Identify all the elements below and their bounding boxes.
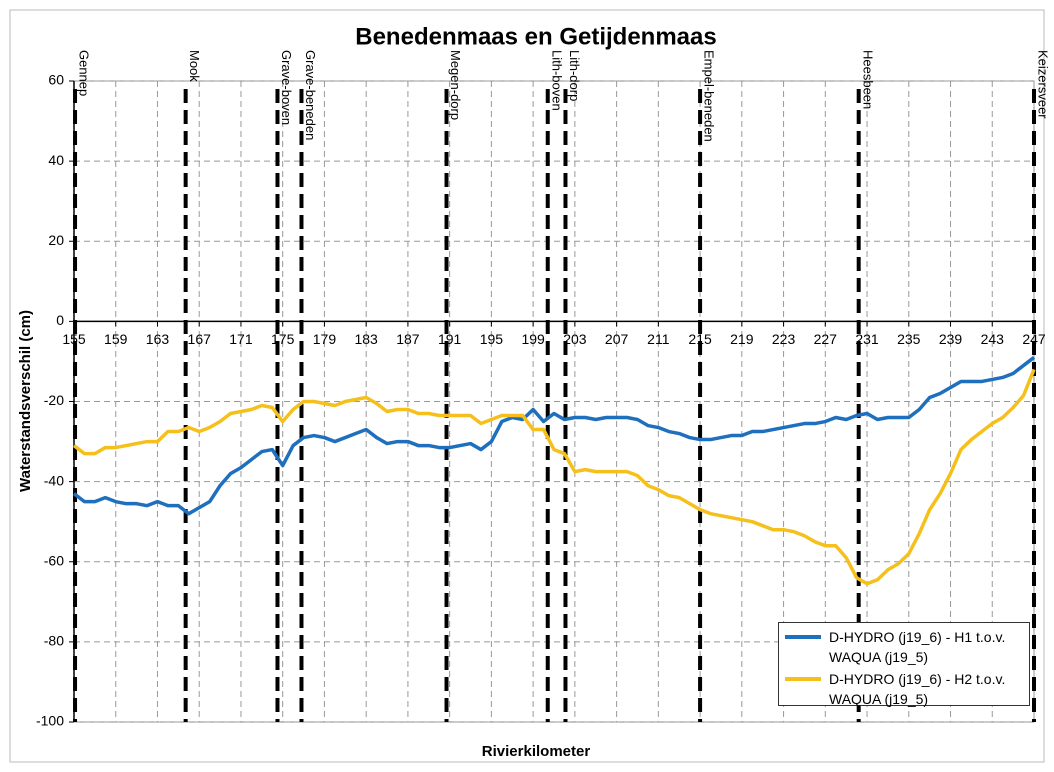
y-tick-label: -20 (44, 392, 64, 408)
y-tick-label: -40 (44, 472, 64, 488)
location-label: Mook (187, 50, 202, 82)
location-label: Grave-beneden (303, 50, 318, 140)
x-tick-label: 211 (647, 331, 670, 347)
y-tick-label: 60 (48, 72, 64, 88)
x-tick-label: 191 (438, 331, 462, 347)
location-label: Grave-boven (279, 50, 294, 125)
location-label: Lith-dorp (567, 50, 582, 101)
x-tick-label: 167 (188, 331, 212, 347)
location-label: Megen-dorp (448, 50, 463, 120)
x-tick-label: 235 (897, 331, 921, 347)
y-tick-label: 0 (56, 312, 64, 328)
x-tick-label: 163 (146, 331, 170, 347)
location-label: Lith-boven (549, 50, 564, 111)
legend-swatch (785, 635, 821, 639)
legend: D-HYDRO (j19_6) - H1 t.o.v. WAQUA (j19_5… (778, 622, 1030, 709)
x-tick-label: 223 (772, 331, 796, 347)
legend-swatch (785, 677, 821, 681)
x-tick-label: 247 (1022, 331, 1046, 347)
chart-title: Benedenmaas en Getijdenmaas (355, 23, 716, 50)
x-tick-label: 179 (313, 331, 337, 347)
location-label: Heesbeen (860, 50, 875, 109)
x-tick-label: 219 (730, 331, 754, 347)
x-tick-label: 239 (939, 331, 963, 347)
x-tick-label: 171 (229, 331, 253, 347)
x-tick-label: 227 (814, 331, 838, 347)
location-label: Keizersveer (1036, 50, 1051, 119)
location-label: Empel-beneden (702, 50, 717, 142)
x-tick-label: 187 (396, 331, 420, 347)
legend-item: D-HYDRO (j19_6) - H1 t.o.v. WAQUA (j19_5… (785, 627, 1023, 667)
x-tick-label: 231 (855, 331, 879, 347)
x-axis-label: Rivierkilometer (482, 743, 591, 760)
legend-item: D-HYDRO (j19_6) - H2 t.o.v. WAQUA (j19_5… (785, 669, 1023, 709)
series-line (72, 356, 1036, 516)
x-tick-label: 175 (271, 331, 295, 347)
x-tick-label: 215 (688, 331, 712, 347)
y-tick-label: -80 (44, 633, 64, 649)
y-axis-label: Waterstandsverschil (cm) (17, 310, 34, 492)
legend-label: D-HYDRO (j19_6) - H2 t.o.v. WAQUA (j19_5… (829, 671, 1006, 707)
chart-frame (9, 9, 1045, 763)
x-tick-label: 243 (981, 331, 1005, 347)
y-tick-label: 20 (48, 232, 64, 248)
x-tick-label: 159 (104, 331, 128, 347)
x-tick-label: 199 (521, 331, 545, 347)
y-tick-label: 40 (48, 152, 64, 168)
x-tick-label: 195 (480, 331, 504, 347)
x-tick-label: 203 (563, 331, 587, 347)
y-tick-label: -60 (44, 552, 64, 568)
y-tick-label: -100 (36, 713, 64, 729)
legend-label: D-HYDRO (j19_6) - H1 t.o.v. WAQUA (j19_5… (829, 629, 1006, 665)
x-tick-label: 207 (605, 331, 629, 347)
location-label: Gennep (77, 50, 92, 96)
series-line (72, 368, 1036, 586)
x-tick-label: 183 (354, 331, 378, 347)
